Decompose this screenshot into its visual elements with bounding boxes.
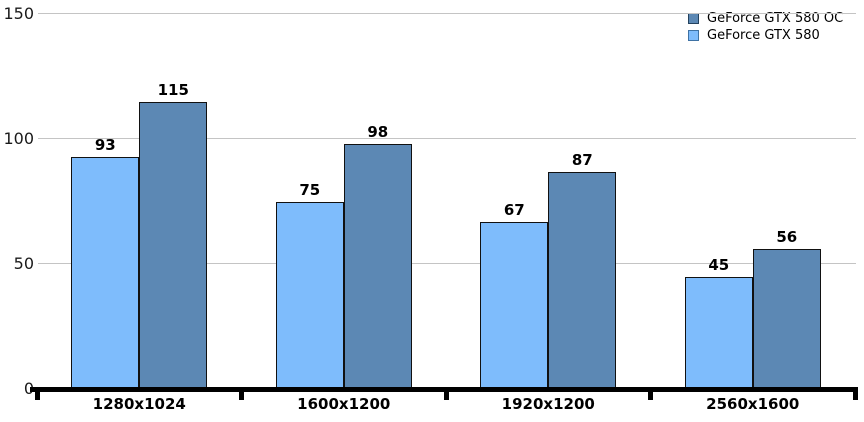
y-tick-label-100: 100: [3, 129, 34, 148]
x-axis-tick-3: [648, 387, 653, 400]
value-label-1600x1200-0: 75: [299, 180, 321, 199]
x-label-1920x1200: 1920x1200: [501, 395, 595, 413]
x-axis-tick-0: [34, 387, 40, 400]
bar-geforce-gtx-580-2560x1600: [684, 276, 753, 389]
value-label-1600x1200-1: 98: [367, 123, 389, 141]
bar-geforce-gtx-580-1280x1024: [71, 156, 140, 389]
bar-geforce-gtx-580-1920x1200: [480, 221, 549, 389]
value-label-1920x1200-0: 67: [503, 200, 525, 219]
gridline-100: [38, 138, 856, 139]
value-label-2560x1600-1: 56: [776, 228, 798, 246]
x-label-1280x1024: 1280x1024: [92, 395, 186, 413]
legend-swatch-gtx580: [688, 30, 699, 41]
legend-swatch-gtx580oc: [688, 13, 699, 24]
legend: GeForce GTX 580 OC GeForce GTX 580: [688, 10, 843, 44]
legend-label-gtx580: GeForce GTX 580: [707, 28, 820, 43]
x-axis-tick-4: [852, 387, 858, 400]
value-label-2560x1600-0: 45: [708, 255, 730, 274]
bar-geforce-gtx-580-oc-1600x1200: [343, 144, 412, 389]
value-label-1280x1024-0: 93: [94, 135, 116, 154]
bar-geforce-gtx-580-oc-2560x1600: [752, 249, 821, 389]
bar-geforce-gtx-580-1600x1200: [275, 201, 344, 389]
x-label-1600x1200: 1600x1200: [297, 395, 391, 413]
legend-label-gtx580oc: GeForce GTX 580 OC: [707, 11, 844, 26]
y-tick-label-0: 0: [23, 379, 34, 398]
legend-item-gtx580: GeForce GTX 580: [688, 27, 843, 44]
bar-geforce-gtx-580-oc-1920x1200: [548, 171, 617, 389]
y-tick-label-50: 50: [13, 254, 34, 273]
value-label-1920x1200-1: 87: [571, 150, 593, 169]
x-label-2560x1600: 2560x1600: [706, 395, 800, 413]
bar-geforce-gtx-580-oc-1280x1024: [139, 101, 208, 389]
x-axis-tick-1: [239, 387, 244, 400]
gridline-150: [38, 13, 856, 14]
gridline-50: [38, 263, 856, 264]
value-label-1280x1024-1: 115: [157, 80, 189, 99]
x-axis-tick-2: [443, 387, 449, 400]
y-tick-label-150: 150: [3, 4, 34, 23]
